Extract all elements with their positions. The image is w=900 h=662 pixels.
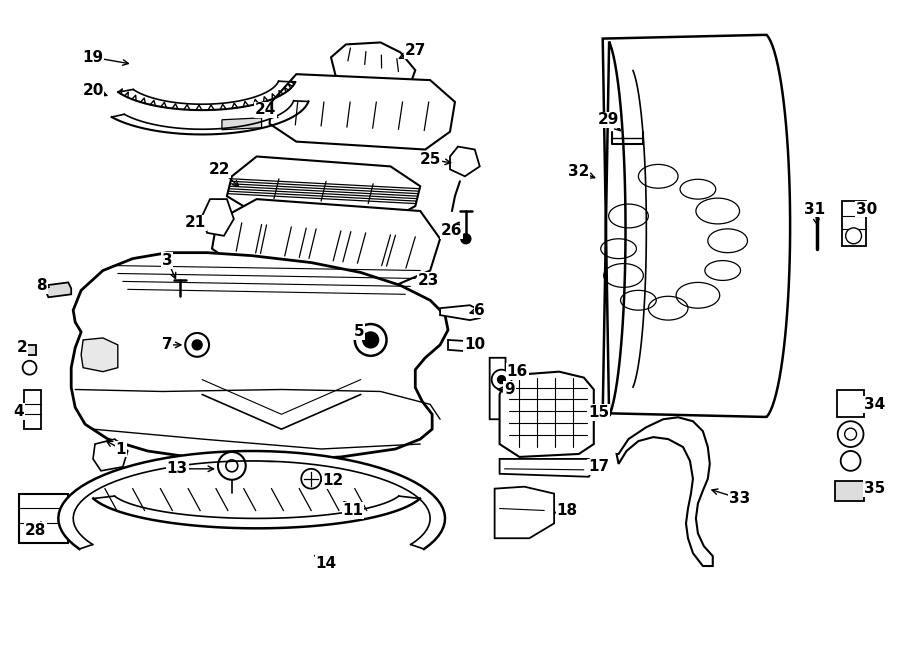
Text: 25: 25	[419, 152, 441, 167]
Circle shape	[355, 324, 386, 355]
Text: 10: 10	[464, 338, 485, 352]
Circle shape	[845, 428, 857, 440]
Polygon shape	[834, 481, 865, 500]
Text: 9: 9	[504, 382, 515, 397]
Polygon shape	[837, 389, 865, 417]
Polygon shape	[490, 357, 506, 419]
Polygon shape	[222, 118, 262, 130]
Polygon shape	[495, 487, 554, 538]
Text: 30: 30	[856, 201, 878, 216]
Text: 8: 8	[36, 278, 47, 293]
Circle shape	[846, 228, 861, 244]
Polygon shape	[81, 338, 118, 371]
Circle shape	[363, 332, 379, 348]
Circle shape	[461, 234, 471, 244]
Text: 12: 12	[322, 473, 344, 489]
Text: 18: 18	[556, 503, 578, 518]
Text: 31: 31	[805, 201, 825, 216]
Polygon shape	[269, 74, 455, 150]
Polygon shape	[448, 340, 480, 352]
Polygon shape	[331, 42, 415, 90]
Text: 22: 22	[209, 162, 230, 177]
Polygon shape	[19, 494, 68, 544]
Text: 14: 14	[316, 555, 337, 571]
Polygon shape	[71, 253, 448, 461]
Circle shape	[491, 369, 511, 389]
Text: 15: 15	[589, 404, 609, 420]
Circle shape	[22, 361, 37, 375]
Text: 4: 4	[14, 404, 24, 419]
Text: 34: 34	[864, 397, 885, 412]
Polygon shape	[842, 201, 867, 246]
Polygon shape	[227, 156, 420, 221]
Polygon shape	[58, 451, 445, 549]
Text: 17: 17	[589, 459, 609, 475]
Polygon shape	[440, 305, 480, 320]
Polygon shape	[112, 101, 309, 134]
Circle shape	[218, 452, 246, 480]
Text: 16: 16	[507, 364, 528, 379]
Text: 11: 11	[342, 503, 364, 518]
Circle shape	[302, 469, 321, 489]
Polygon shape	[45, 283, 71, 297]
Text: 23: 23	[418, 273, 439, 288]
Text: 35: 35	[864, 481, 885, 496]
Polygon shape	[202, 199, 234, 236]
Polygon shape	[212, 199, 440, 285]
Polygon shape	[500, 371, 594, 457]
Circle shape	[838, 421, 863, 447]
Text: 7: 7	[162, 338, 173, 352]
Text: 6: 6	[474, 303, 485, 318]
Polygon shape	[23, 389, 41, 429]
Circle shape	[185, 333, 209, 357]
Polygon shape	[23, 345, 35, 355]
Text: 29: 29	[598, 113, 619, 127]
Circle shape	[498, 375, 506, 383]
Text: 26: 26	[441, 223, 463, 238]
Circle shape	[841, 451, 860, 471]
Text: 13: 13	[166, 461, 188, 477]
Polygon shape	[450, 146, 480, 176]
Text: 19: 19	[83, 50, 104, 65]
Text: 32: 32	[568, 164, 590, 179]
Text: 1: 1	[115, 442, 126, 457]
Polygon shape	[93, 439, 128, 471]
Text: 2: 2	[16, 340, 27, 355]
Text: 28: 28	[25, 523, 46, 538]
Polygon shape	[94, 496, 420, 528]
Polygon shape	[118, 81, 295, 110]
Polygon shape	[603, 35, 790, 417]
Text: 24: 24	[255, 103, 276, 117]
Polygon shape	[500, 459, 594, 477]
Text: 27: 27	[405, 43, 426, 58]
Circle shape	[226, 460, 238, 472]
Text: 21: 21	[184, 215, 206, 230]
Text: 33: 33	[729, 491, 751, 506]
Text: 20: 20	[82, 83, 104, 97]
Circle shape	[193, 340, 202, 350]
Text: 5: 5	[354, 324, 364, 340]
Text: 3: 3	[162, 253, 173, 268]
Polygon shape	[616, 417, 713, 566]
